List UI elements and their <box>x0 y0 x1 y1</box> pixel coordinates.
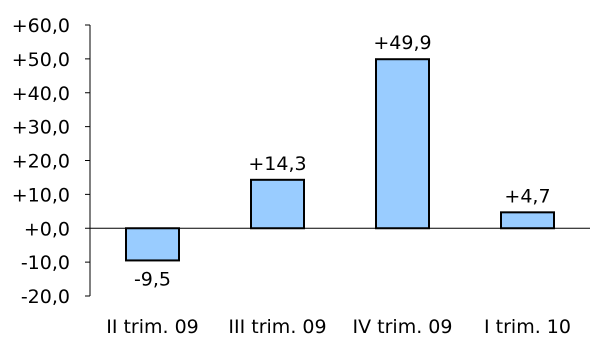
y-tick-label: +20,0 <box>12 151 70 173</box>
y-tick-label: +60,0 <box>12 15 70 37</box>
bar-1 <box>125 227 180 262</box>
data-label-4: +4,7 <box>504 185 550 207</box>
category-label-1: II trim. 09 <box>106 316 199 338</box>
y-tick-label: +10,0 <box>12 184 70 206</box>
bars <box>125 58 555 262</box>
category-label-2: III trim. 09 <box>228 316 326 338</box>
category-label-4: I trim. 10 <box>484 316 571 338</box>
y-tick-label: +0,0 <box>24 218 70 240</box>
data-label-1: -9,5 <box>134 268 171 290</box>
data-label-3: +49,9 <box>373 32 431 54</box>
bar-4 <box>500 211 555 230</box>
y-tick-label: -10,0 <box>21 252 70 274</box>
axes: +60,0 +50,0 +40,0 +30,0 +20,0 +10,0 +0,0 -10,0 -… <box>12 15 590 308</box>
y-tick-label: +40,0 <box>12 83 70 105</box>
labels: -9,5 II trim. 09 +14,3 III trim. 09 +49,9 IV … <box>106 32 571 338</box>
y-tick-label: +30,0 <box>12 117 70 139</box>
y-tick-label: -20,0 <box>21 286 70 308</box>
data-label-2: +14,3 <box>248 153 306 175</box>
category-label-3: IV trim. 09 <box>353 316 453 338</box>
bar-3 <box>375 58 430 230</box>
bar-2 <box>250 178 305 230</box>
y-tick-label: +50,0 <box>12 49 70 71</box>
